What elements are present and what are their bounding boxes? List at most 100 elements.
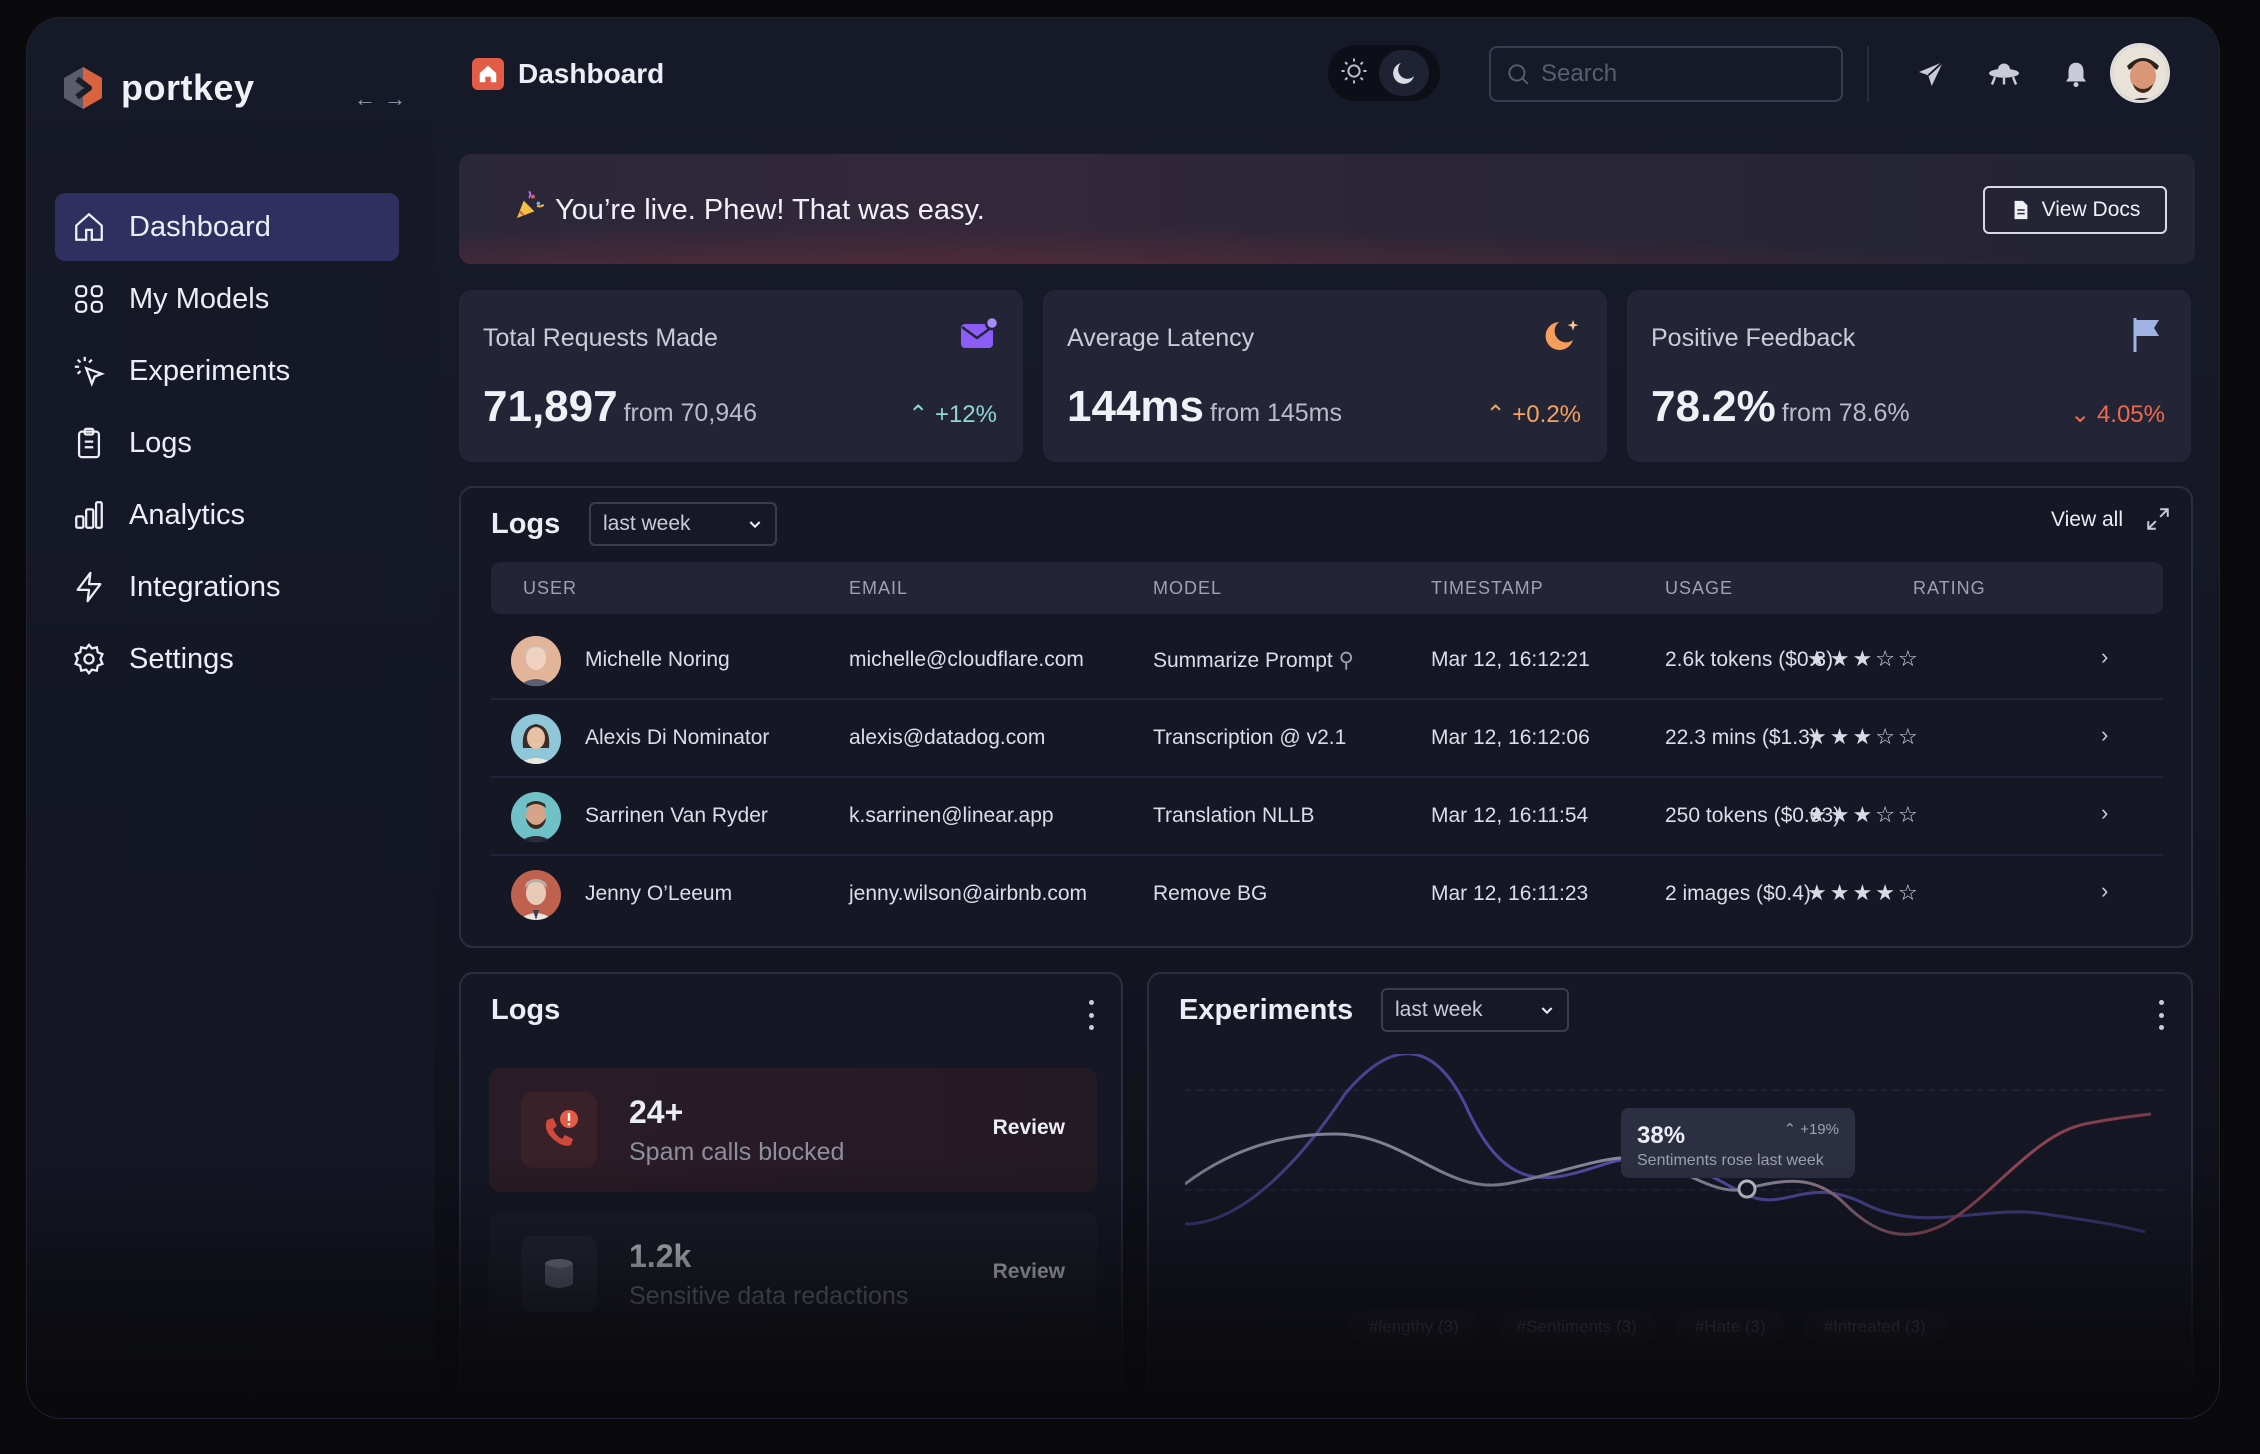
experiments-title: Experiments xyxy=(1179,994,1354,1026)
sidebar-item-settings[interactable]: Settings xyxy=(55,625,399,693)
tag-chip[interactable]: #Intreated (3) xyxy=(1803,1310,1946,1344)
tag-chip[interactable]: #Hate (3) xyxy=(1674,1310,1786,1344)
sidebar-item-logs[interactable]: Logs xyxy=(55,409,399,477)
star-filled-icon: ★ xyxy=(1829,724,1850,749)
table-row[interactable]: Jenny O’Leeum jenny.wilson@airbnb.com Re… xyxy=(491,856,2163,934)
cell-user: Sarrinen Van Ryder xyxy=(585,804,768,827)
column-header[interactable]: TIMESTAMP xyxy=(1431,578,1544,598)
chevron-right-icon[interactable]: › xyxy=(2101,878,2109,903)
review-button[interactable]: Review xyxy=(992,1116,1065,1139)
search-icon xyxy=(1508,64,1529,85)
table-row[interactable]: Alexis Di Nominator alexis@datadog.com T… xyxy=(491,700,2163,778)
main-content: Dashboard xyxy=(435,18,2219,1418)
search-input[interactable] xyxy=(1541,60,1821,88)
star-empty-icon: ☆ xyxy=(1897,646,1918,671)
star-filled-icon: ★ xyxy=(1852,802,1873,827)
portkey-logo-icon xyxy=(64,67,102,109)
review-button[interactable]: Review xyxy=(992,1260,1065,1283)
rating-stars[interactable]: ★ ★ ★ ☆ ☆ xyxy=(1807,802,1918,828)
stat-number: 144ms xyxy=(1067,382,1205,431)
more-options-icon[interactable] xyxy=(1087,1000,1095,1030)
cursor-click-icon xyxy=(71,353,107,389)
user-avatar xyxy=(511,870,561,920)
table-row[interactable]: Michelle Noring michelle@cloudflare.com … xyxy=(491,622,2163,700)
star-filled-icon: ★ xyxy=(1807,724,1827,749)
app-window: portkey ← → Dashboard My Models xyxy=(27,18,2219,1418)
brand-name: portkey xyxy=(121,67,255,108)
experiments-range-select[interactable]: last week xyxy=(1381,988,1569,1032)
database-icon xyxy=(521,1236,597,1312)
cell-model: Remove BG xyxy=(1153,882,1268,905)
user-avatar xyxy=(511,792,561,842)
brand[interactable]: portkey xyxy=(59,64,255,112)
moon-icon[interactable] xyxy=(1379,50,1429,96)
tooltip-text: Sentiments rose last week xyxy=(1637,1152,1824,1169)
stat-number: 78.2% xyxy=(1651,382,1776,431)
stat-number: 71,897 xyxy=(483,382,618,431)
cell-email: michelle@cloudflare.com xyxy=(849,648,1084,671)
sidebar-nav: Dashboard My Models Experiments Logs xyxy=(55,193,399,697)
sidebar-item-integrations[interactable]: Integrations xyxy=(55,553,399,621)
cell-timestamp: Mar 12, 16:11:23 xyxy=(1431,882,1589,905)
more-options-icon[interactable] xyxy=(2157,1000,2165,1030)
sidebar-item-experiments[interactable]: Experiments xyxy=(55,337,399,405)
view-all-link[interactable]: View all xyxy=(2051,508,2123,531)
star-filled-icon: ★ xyxy=(1852,646,1873,671)
chevron-right-icon[interactable]: › xyxy=(2101,800,2109,825)
sidebar-item-dashboard[interactable]: Dashboard xyxy=(55,193,399,261)
data-redactions-tile[interactable]: 1.2k Sensitive data redactions Review xyxy=(489,1212,1097,1336)
tag-chip[interactable]: #Sentiments (3) xyxy=(1496,1310,1657,1344)
column-header[interactable]: MODEL xyxy=(1153,578,1223,598)
cell-timestamp: Mar 12, 16:12:21 xyxy=(1431,648,1590,671)
stat-value: 78.2% from 78.6% xyxy=(1651,382,1910,432)
model-name: Summarize Prompt xyxy=(1153,649,1333,672)
chevron-down-icon xyxy=(1541,1007,1553,1015)
column-header[interactable]: USER xyxy=(523,578,578,598)
tile-number: 1.2k xyxy=(629,1238,692,1274)
column-header[interactable]: RATING xyxy=(1913,578,1986,598)
rating-stars[interactable]: ★ ★ ★ ☆ ☆ xyxy=(1807,646,1918,672)
collapse-sidebar-button[interactable]: ← → xyxy=(354,86,406,112)
stat-value: 71,897 from 70,946 xyxy=(483,382,757,432)
view-docs-button[interactable]: View Docs xyxy=(1983,186,2167,234)
tooltip-change: ⌃ +19% xyxy=(1783,1121,1839,1138)
send-icon[interactable] xyxy=(1911,54,1951,94)
gear-icon xyxy=(71,641,107,677)
sidebar-item-analytics[interactable]: Analytics xyxy=(55,481,399,549)
stat-change-value: 4.05% xyxy=(2096,401,2165,428)
column-header[interactable]: EMAIL xyxy=(849,578,909,598)
chevron-right-icon[interactable]: › xyxy=(2101,722,2109,747)
star-empty-icon: ☆ xyxy=(1875,724,1895,749)
cell-user: Jenny O’Leeum xyxy=(585,882,733,905)
user-avatar[interactable] xyxy=(2110,43,2170,103)
sidebar-item-my-models[interactable]: My Models xyxy=(55,265,399,333)
chevron-right-icon[interactable]: › xyxy=(2101,644,2109,669)
rating-stars[interactable]: ★ ★ ★ ★ ☆ xyxy=(1807,880,1918,906)
column-header[interactable]: USAGE xyxy=(1665,578,1734,598)
page-title-text: Dashboard xyxy=(518,58,665,89)
stat-change: ⌃ +12% xyxy=(908,400,997,429)
expand-icon[interactable] xyxy=(2145,506,2171,532)
sun-icon[interactable] xyxy=(1339,56,1369,91)
rating-stars[interactable]: ★ ★ ★ ☆ ☆ xyxy=(1807,724,1918,750)
table-row[interactable]: Sarrinen Van Ryder k.sarrinen@linear.app… xyxy=(491,778,2163,856)
star-empty-icon: ☆ xyxy=(1897,724,1918,749)
logs-table-card: Logs last week View all USER EMAIL MODEL… xyxy=(459,486,2193,948)
spam-calls-tile[interactable]: 24+ Spam calls blocked Review xyxy=(489,1068,1097,1192)
theme-toggle[interactable] xyxy=(1328,45,1440,101)
highlighted-point xyxy=(1737,1179,1757,1199)
arrow-left-icon: ← xyxy=(354,86,376,111)
ufo-icon[interactable] xyxy=(1984,54,2024,94)
cell-timestamp: Mar 12, 16:11:54 xyxy=(1431,804,1589,827)
chevron-up-icon: ⌃ xyxy=(1485,401,1506,428)
top-bar: Dashboard xyxy=(435,18,2219,130)
search-box[interactable] xyxy=(1489,46,1843,102)
logs-range-select[interactable]: last week xyxy=(589,502,777,546)
stat-card-positive-feedback: Positive Feedback 78.2% from 78.6% ⌄ 4.05… xyxy=(1627,290,2191,462)
clipboard-icon xyxy=(71,425,107,461)
tag-chip[interactable]: #lengthy (3) xyxy=(1349,1310,1479,1344)
bell-icon[interactable] xyxy=(2056,54,2096,94)
sidebar-item-label: Dashboard xyxy=(129,210,271,243)
tile-label: Sensitive data redactions xyxy=(629,1282,909,1310)
phone-alert-icon xyxy=(521,1092,597,1168)
